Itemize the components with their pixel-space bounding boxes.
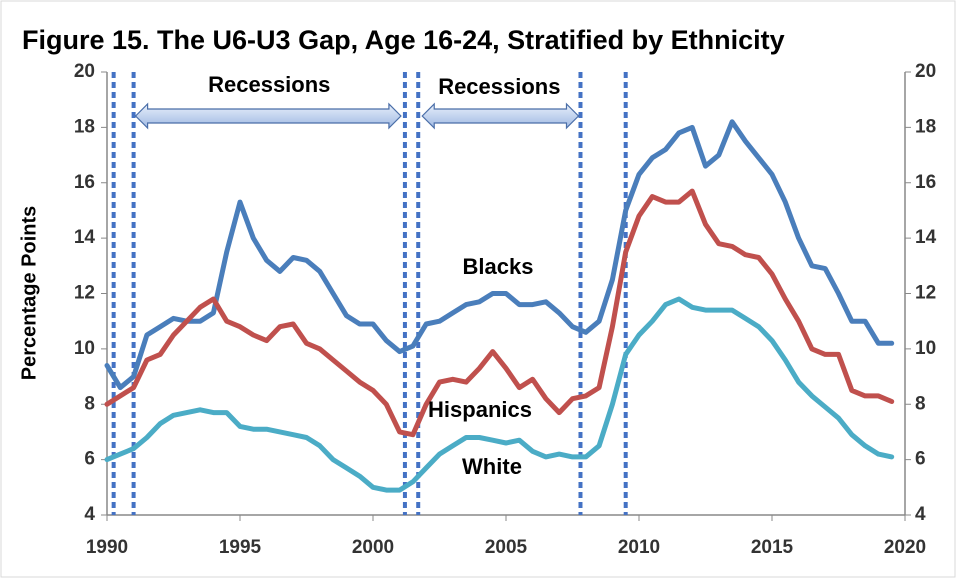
y2-tick-label: 10 [915, 338, 936, 359]
x-tick-label: 1990 [86, 537, 128, 558]
recession-arrow [421, 102, 580, 130]
series-label: White [462, 454, 522, 479]
y2-tick-label: 20 [915, 61, 936, 82]
chart-title: Figure 15. The U6-U3 Gap, Age 16-24, Str… [22, 25, 785, 55]
y2-tick-label: 4 [915, 504, 926, 525]
y2-tick-label: 6 [915, 449, 926, 470]
recession-label: Recessions [438, 74, 560, 99]
x-tick-label: 2000 [352, 537, 394, 558]
series-line [104, 296, 895, 493]
y-tick-label: 8 [84, 393, 95, 414]
y-tick-label: 20 [74, 61, 95, 82]
y2-tick-label: 14 [915, 227, 937, 248]
x-tick-label: 2010 [618, 537, 660, 558]
y-tick-label: 12 [74, 283, 95, 304]
y-tick-label: 6 [84, 449, 95, 470]
y2-tick-label: 16 [915, 172, 936, 193]
y2-tick-label: 12 [915, 283, 936, 304]
y-axis-label: Percentage Points [18, 206, 40, 381]
x-tick-label: 2020 [884, 537, 926, 558]
y-tick-label: 16 [74, 172, 95, 193]
x-tick-label: 2005 [485, 537, 528, 558]
y-tick-label: 10 [74, 338, 95, 359]
series-label: Hispanics [428, 397, 532, 422]
y-tick-label: 18 [74, 116, 95, 137]
y-tick-label: 4 [84, 504, 95, 525]
series-line [104, 119, 895, 391]
recession-arrow [134, 102, 402, 130]
x-tick-label: 1995 [219, 537, 262, 558]
recession-label: Recessions [208, 72, 330, 97]
series-label: Blacks [463, 254, 534, 279]
y2-tick-label: 8 [915, 393, 926, 414]
y-tick-label: 14 [74, 227, 96, 248]
y2-tick-label: 18 [915, 116, 936, 137]
series-line [104, 188, 895, 438]
x-tick-label: 2015 [751, 537, 794, 558]
